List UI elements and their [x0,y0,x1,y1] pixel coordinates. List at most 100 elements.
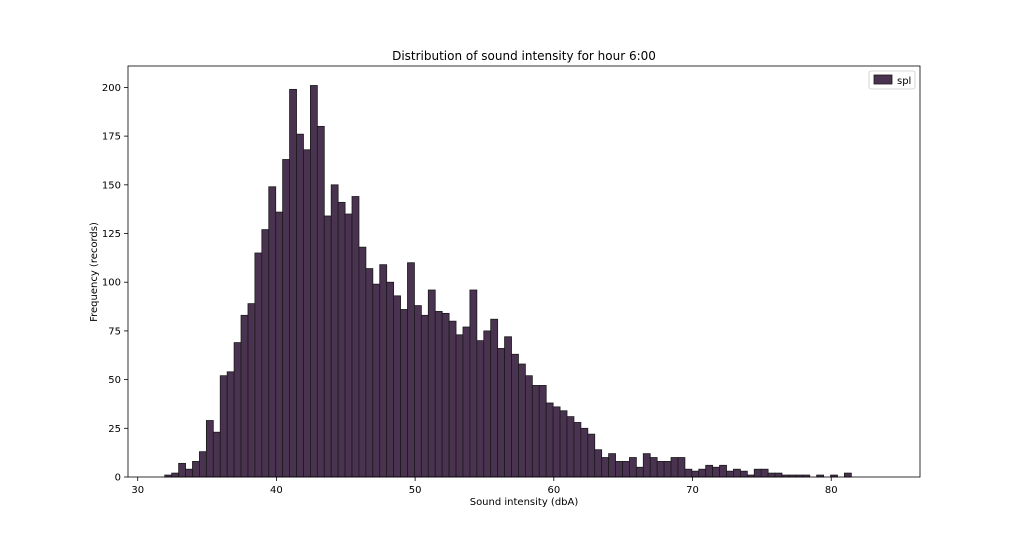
histogram-bar [691,470,700,478]
histogram-bar [559,410,568,478]
plot-area-frame [127,65,921,478]
histogram-bar [580,427,589,478]
histogram-bar [316,125,325,478]
legend: spl [868,70,916,90]
histogram-bar [490,318,499,478]
histogram-bar [441,312,450,478]
histogram-bar [566,416,575,478]
histogram-bar [171,472,180,478]
histogram-bar [649,457,658,478]
histogram-bar [497,348,505,478]
histogram-bar [407,262,415,478]
histogram-bar [400,309,408,478]
y-axis-ticks: 0 25 50 75 100 125 150 175 200 [102,83,128,484]
histogram-bar [712,466,720,478]
histogram-bar [365,268,374,478]
x-tick-label: 80 [825,485,838,496]
y-tick-label: 0 [115,473,121,484]
histogram-bar [462,326,471,478]
histogram-bar [719,464,727,478]
histogram-bar [573,422,582,478]
histogram-bar [261,229,270,478]
histogram-bar [705,464,714,478]
histogram-bar [483,330,492,478]
histogram-bar [303,149,311,478]
histogram-bar [427,289,436,478]
histogram-bar [656,461,665,478]
histogram-bar [309,85,318,478]
chart-title: Distribution of sound intensity for hour… [392,49,656,63]
y-tick-label: 75 [108,326,121,337]
legend-label-spl: spl [897,76,911,87]
histogram-bar [219,375,228,478]
histogram-bar [212,431,221,478]
histogram-bar [629,457,637,478]
y-tick-label: 100 [102,278,121,289]
histogram-bar [296,133,304,478]
histogram-bar [192,461,200,478]
histogram-bar [344,213,353,478]
histogram-bar [268,186,277,478]
y-tick-label: 25 [108,424,121,435]
histogram-bar [504,336,512,478]
x-axis-label: Sound intensity (dbA) [470,497,579,508]
y-tick-label: 125 [102,229,121,240]
histogram-bar [205,420,214,478]
histogram-bar [476,340,485,478]
histogram-bar [337,201,346,478]
histogram-bar [538,385,547,478]
histogram-bar [233,342,242,478]
histogram-bar [767,472,776,478]
histogram-bar [608,453,616,478]
histogram-bar [254,252,263,478]
histogram-bar [733,468,741,478]
histogram-bar [698,468,707,478]
x-axis-ticks: 30 40 50 60 70 80 [131,477,838,496]
histogram-bar [774,472,783,478]
histogram-bar [844,472,852,478]
legend-swatch-spl [873,74,893,85]
histogram-bar [601,457,610,478]
x-tick-label: 40 [270,485,283,496]
histogram-bar [289,88,297,478]
histogram-bar [199,451,207,478]
histogram-bar [455,334,464,478]
histogram-bar [240,314,249,478]
histogram-bar [358,246,367,478]
histogram-bar [178,462,186,478]
histogram-bar [351,196,360,478]
histogram-bar [753,468,762,478]
histogram-bar [622,461,630,478]
histogram-bar [677,457,686,478]
histogram-bar [739,470,748,478]
histogram-bar [469,289,478,478]
histogram-bar [275,211,284,478]
x-tick-label: 30 [131,485,144,496]
histogram-bar [420,314,429,478]
histogram-bar [226,371,235,478]
histogram-bar [518,363,526,478]
y-tick-label: 50 [108,375,121,386]
y-axis-label: Frequency (records) [89,222,100,322]
histogram-bar [760,468,769,478]
histogram-bar [434,311,443,478]
histogram-bar [511,353,519,478]
histogram-bar [587,433,596,478]
histogram-bar [379,264,388,478]
y-tick-label: 175 [102,132,121,143]
x-tick-label: 60 [547,485,560,496]
histogram-bar [282,159,290,478]
histogram-bar [372,283,381,478]
histogram-bar [323,215,332,478]
histogram-bar [185,468,193,478]
histogram-bar [726,470,734,478]
histogram-bar [684,468,693,478]
histogram-bar [642,453,651,478]
histogram-bar [545,402,554,478]
histogram-bar [247,303,256,478]
histogram-bar [448,320,457,478]
histogram-bar [330,184,339,478]
histogram-bar [635,466,644,478]
